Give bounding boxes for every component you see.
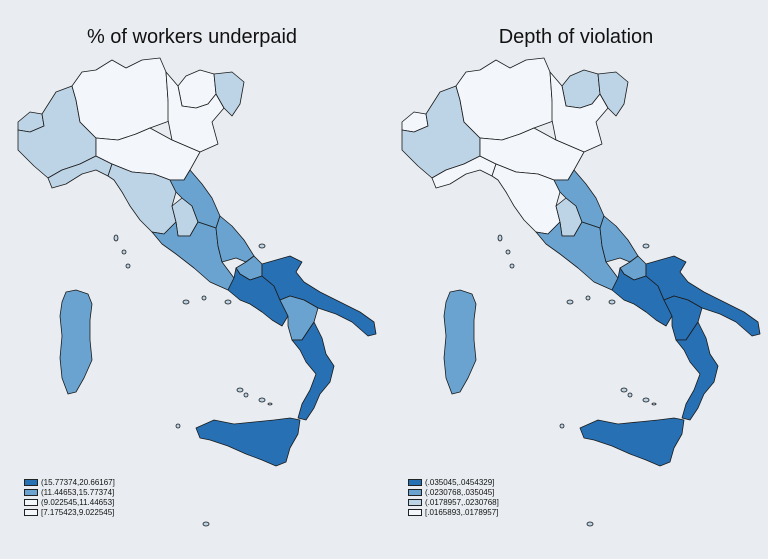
islet — [121, 249, 127, 255]
legend-item: (.035045,.0454329] — [408, 477, 499, 487]
region-sardegna — [443, 289, 477, 395]
islet — [125, 263, 131, 269]
legend-label: [.0165893,.0178957] — [425, 507, 499, 517]
legend-item: (15.77374,20.66167] — [24, 477, 115, 487]
islet — [620, 387, 628, 393]
region-abruzzo — [215, 215, 255, 263]
legend-swatch — [24, 488, 38, 496]
legend-swatch — [24, 478, 38, 486]
islet — [627, 392, 633, 398]
islet — [505, 249, 511, 255]
islet — [258, 397, 266, 403]
islet — [559, 423, 565, 429]
legend-swatch — [24, 508, 38, 516]
islet — [258, 243, 266, 249]
legend-item: (9.022545,11.44653] — [24, 497, 115, 507]
legend-swatch — [408, 488, 422, 496]
legend-item: [.0165893,.0178957] — [408, 507, 499, 517]
legend-item: [7.175423,9.022545] — [24, 507, 115, 517]
map-title: % of workers underpaid — [86, 26, 298, 48]
legend-label: (15.77374,20.66167] — [41, 477, 115, 487]
legend-label: (.0178957,.0230768] — [425, 497, 499, 507]
legend-label: (.035045,.0454329] — [425, 477, 495, 487]
islet — [201, 295, 207, 301]
region-sicilia — [579, 417, 685, 467]
legend-item: (11.44653,15.77374] — [24, 487, 115, 497]
islet — [243, 392, 249, 398]
legend-swatch — [408, 478, 422, 486]
map-panel-depth: Depth of violation (.035045,.0454329] (.… — [384, 0, 768, 559]
map-legend: (.035045,.0454329] (.0230768,.035045] (.… — [408, 477, 499, 517]
region-friuli-venezia-giulia — [597, 71, 629, 117]
region-sardegna — [59, 289, 93, 395]
italy-map — [17, 57, 377, 527]
legend-label: (9.022545,11.44653] — [41, 497, 115, 507]
italy-map — [401, 57, 761, 527]
islet — [566, 299, 574, 305]
region-calabria — [675, 321, 719, 421]
islet — [202, 521, 210, 527]
islet — [175, 423, 181, 429]
legend-item: (.0230768,.035045] — [408, 487, 499, 497]
islet — [608, 299, 616, 305]
region-veneto — [165, 71, 225, 153]
legend-swatch — [408, 508, 422, 516]
islet — [182, 299, 190, 305]
legend-label: (.0230768,.035045] — [425, 487, 495, 497]
region-sicilia — [195, 417, 301, 467]
legend-item: (.0178957,.0230768] — [408, 497, 499, 507]
islet — [642, 243, 650, 249]
region-abruzzo — [599, 215, 639, 263]
islet — [497, 234, 503, 242]
region-calabria — [291, 321, 335, 421]
islet — [113, 234, 119, 242]
islet — [267, 402, 273, 406]
islet — [586, 521, 594, 527]
region-lombardia — [71, 57, 173, 141]
legend-label: (11.44653,15.77374] — [41, 487, 115, 497]
legend-label: [7.175423,9.022545] — [41, 507, 115, 517]
islet — [509, 263, 515, 269]
region-friuli-venezia-giulia — [213, 71, 245, 117]
islet — [585, 295, 591, 301]
map-legend: (15.77374,20.66167] (11.44653,15.77374] … — [24, 477, 115, 517]
legend-swatch — [408, 498, 422, 506]
islet — [236, 387, 244, 393]
islet — [224, 299, 232, 305]
map-panel-underpaid: % of workers underpaid (15.77374,20.6616… — [17, 26, 377, 527]
region-veneto — [549, 71, 609, 153]
region-lombardia — [455, 57, 557, 141]
islet — [642, 397, 650, 403]
map-title: Depth of violation — [498, 26, 654, 48]
legend-swatch — [24, 498, 38, 506]
islet — [651, 402, 657, 406]
